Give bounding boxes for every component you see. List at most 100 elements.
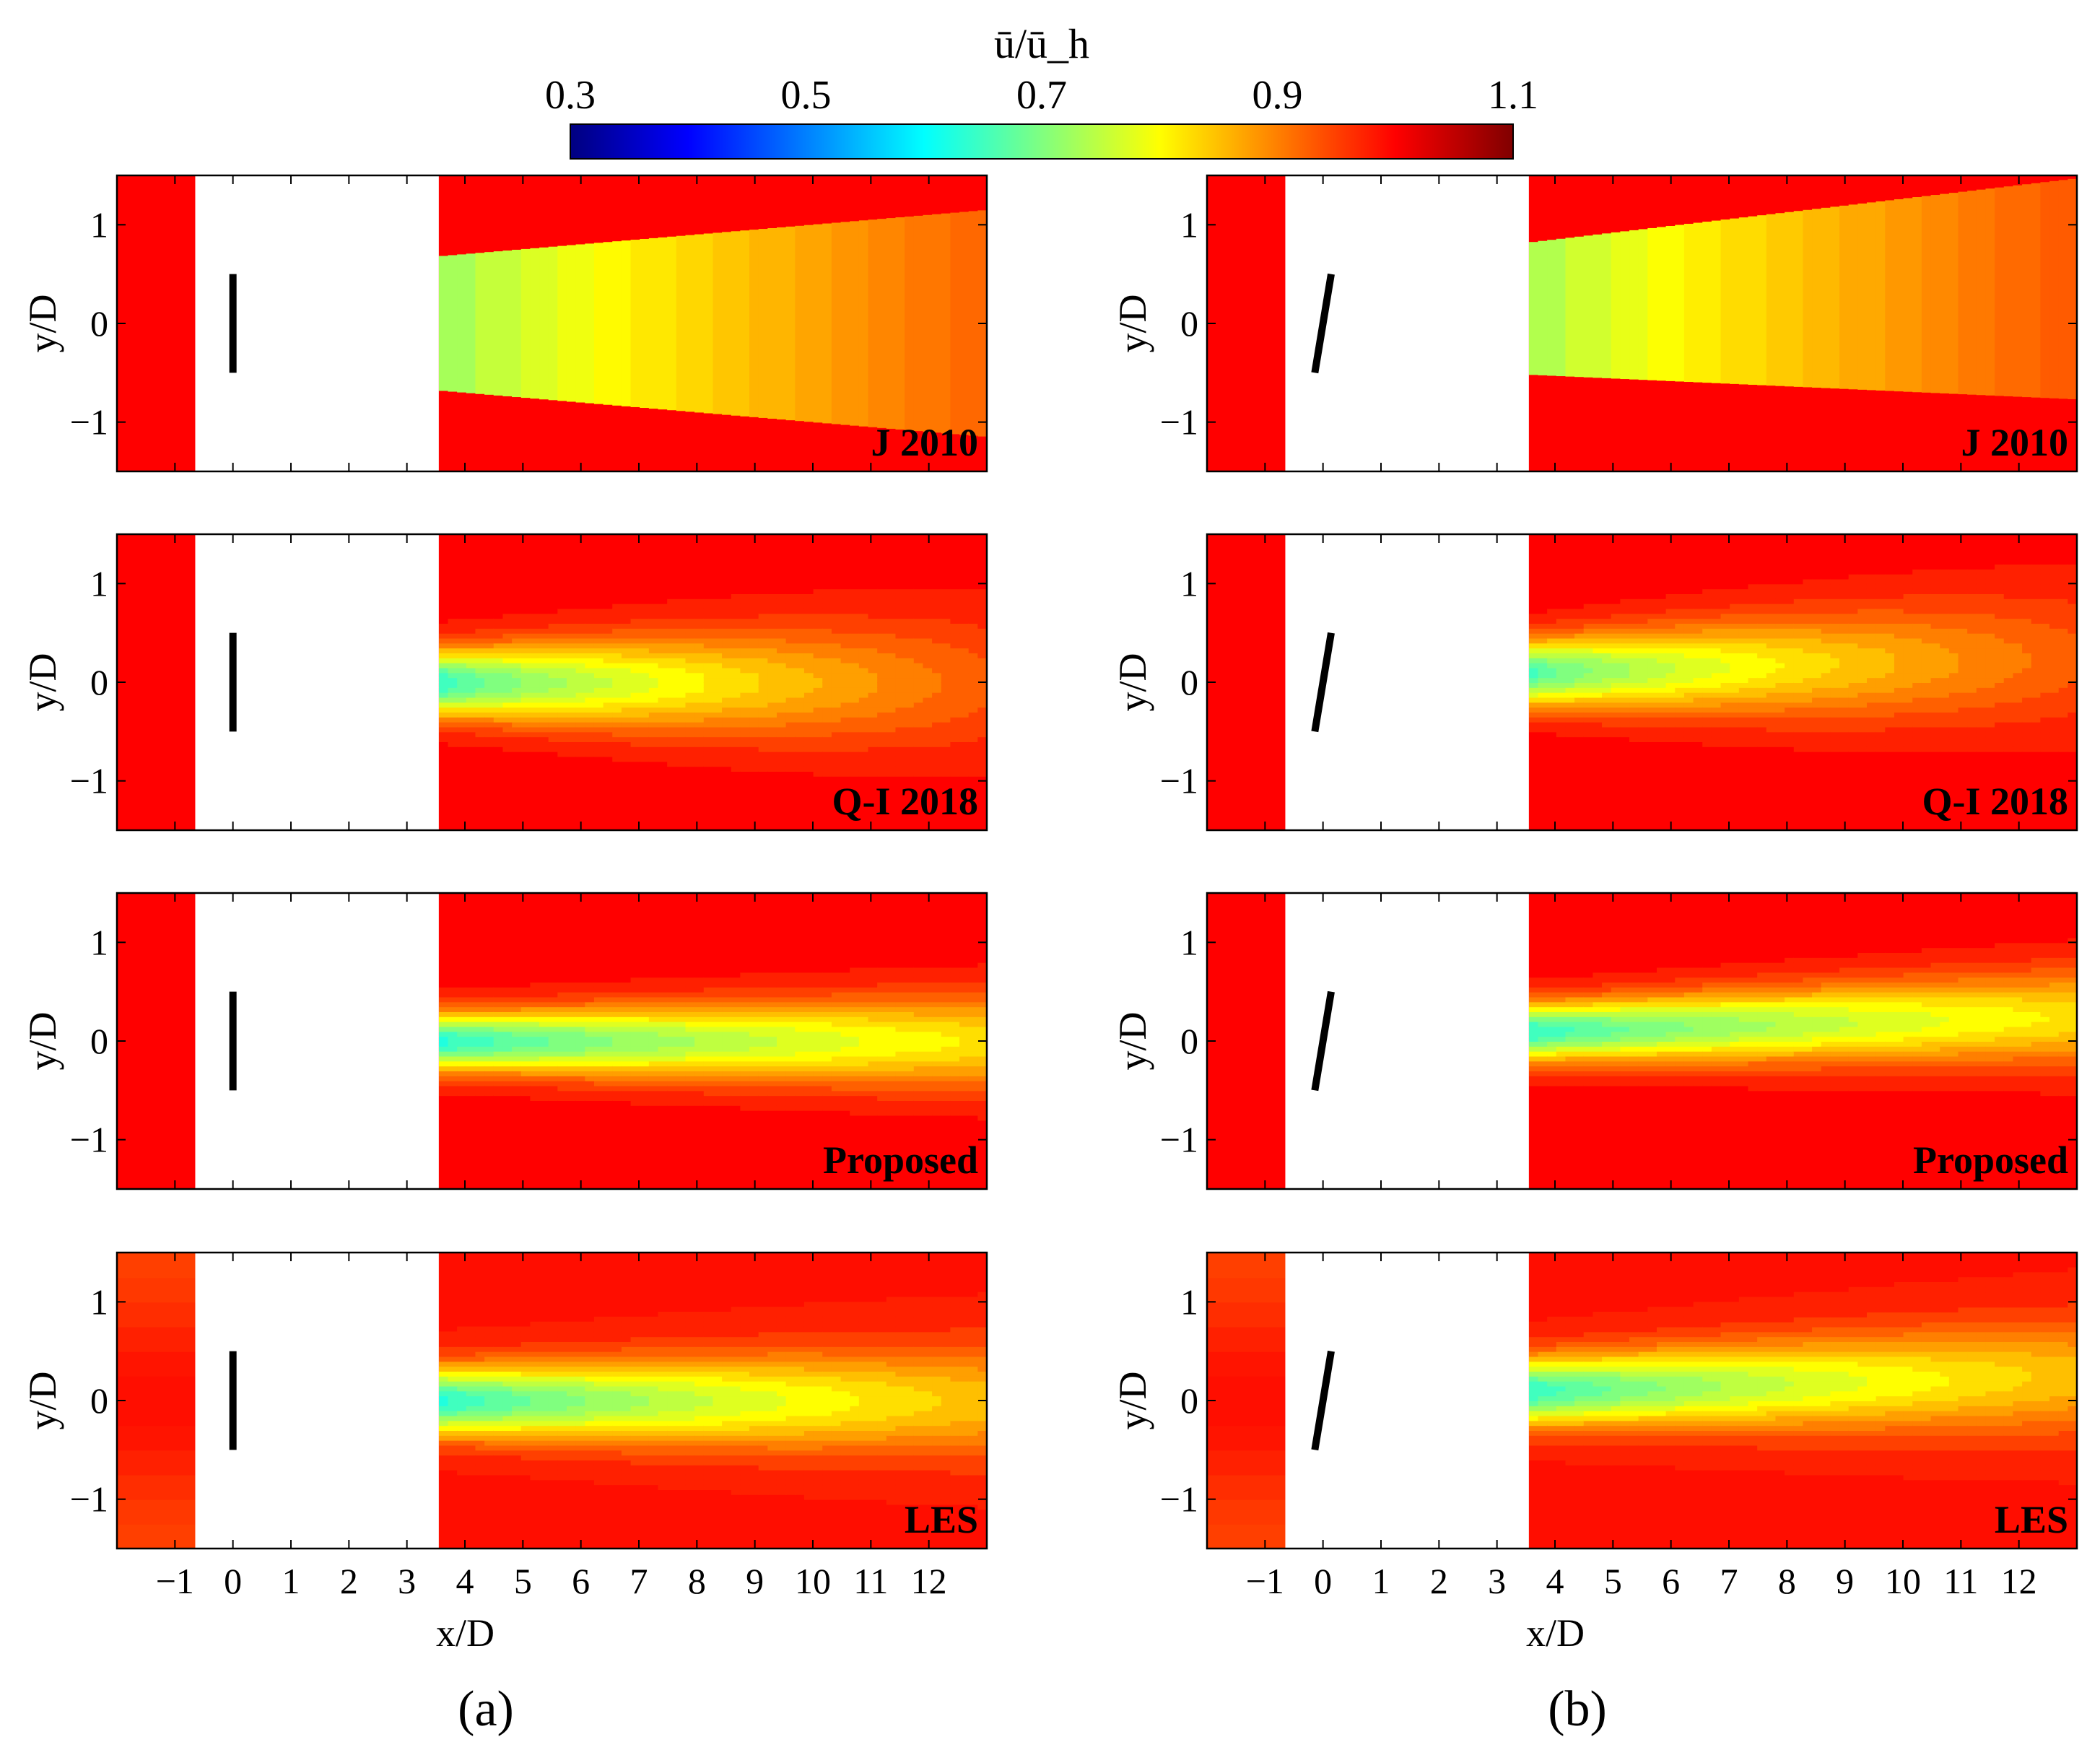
wake-cell bbox=[630, 1045, 641, 1052]
wake-cell bbox=[850, 780, 860, 787]
wake-cell bbox=[877, 662, 887, 669]
wake-cell bbox=[785, 982, 796, 988]
wake-cell bbox=[694, 702, 705, 708]
wake-cell bbox=[640, 238, 650, 409]
wake-cell bbox=[593, 243, 604, 404]
wake-cell bbox=[749, 608, 759, 614]
wake-cell bbox=[466, 741, 476, 747]
wake-cell bbox=[630, 682, 641, 688]
wake-cell bbox=[977, 1031, 988, 1037]
wake-cell bbox=[840, 702, 851, 708]
wake-cell bbox=[895, 791, 906, 797]
wake-cell bbox=[795, 771, 805, 777]
wake-cell bbox=[502, 608, 513, 614]
wake-cell bbox=[758, 751, 769, 757]
wake-cell bbox=[593, 1036, 604, 1042]
wake-cell bbox=[648, 672, 659, 679]
wake-cell bbox=[548, 637, 559, 644]
wake-cell bbox=[740, 578, 751, 585]
wake-cell bbox=[484, 1006, 494, 1012]
wake-cell bbox=[858, 1110, 869, 1116]
wake-cell bbox=[813, 672, 824, 679]
wake-cell bbox=[895, 653, 906, 658]
wake-cell bbox=[603, 242, 614, 405]
wake-cell bbox=[767, 1071, 777, 1076]
wake-cell bbox=[539, 653, 549, 658]
wake-cell bbox=[548, 1361, 559, 1367]
wake-cell bbox=[923, 1090, 933, 1097]
wake-cell bbox=[886, 218, 897, 429]
wake-cell bbox=[640, 627, 650, 634]
wake-cell bbox=[585, 648, 595, 653]
wake-cell bbox=[703, 662, 714, 669]
wake-cell bbox=[767, 1006, 777, 1012]
wake-cell bbox=[959, 957, 970, 963]
wake-cell bbox=[822, 957, 832, 963]
wake-cell bbox=[886, 682, 897, 688]
wake-cell bbox=[886, 564, 897, 570]
wake-cell bbox=[539, 1321, 549, 1328]
wake-cell bbox=[667, 1026, 677, 1032]
wake-cell bbox=[968, 962, 979, 968]
wake-cell bbox=[822, 1011, 832, 1017]
wake-cell bbox=[886, 972, 897, 978]
wake-cell bbox=[484, 252, 494, 395]
wake-cell bbox=[959, 702, 970, 708]
wake-cell bbox=[886, 1080, 897, 1086]
wake-cell bbox=[776, 578, 787, 585]
wake-cell bbox=[539, 1055, 549, 1062]
wake-cell bbox=[658, 662, 668, 669]
wake-cell bbox=[676, 1006, 687, 1012]
wake-cell bbox=[913, 1090, 924, 1097]
wake-cell bbox=[905, 1120, 915, 1126]
wake-cell bbox=[831, 736, 842, 742]
wake-cell bbox=[658, 707, 668, 713]
wake-cell bbox=[968, 643, 979, 649]
wake-cell bbox=[886, 731, 897, 738]
wake-cell bbox=[950, 791, 961, 797]
wake-cell bbox=[831, 731, 842, 738]
wake-cell bbox=[731, 751, 741, 757]
wake-cell bbox=[886, 991, 897, 998]
wake-cell bbox=[913, 583, 924, 590]
wake-cell bbox=[877, 618, 887, 624]
wake-cell bbox=[840, 957, 851, 963]
wake-cell bbox=[895, 672, 906, 679]
wake-cell bbox=[758, 962, 769, 968]
wake-cell bbox=[803, 603, 814, 609]
wake-cell bbox=[803, 1016, 814, 1022]
wake-cell bbox=[776, 785, 787, 792]
wake-cell bbox=[722, 643, 732, 649]
wake-cell bbox=[630, 1021, 641, 1027]
wake-cell bbox=[512, 982, 522, 988]
wake-cell bbox=[694, 637, 705, 644]
wake-cell bbox=[840, 583, 851, 590]
wake-cell bbox=[840, 222, 851, 425]
wake-cell bbox=[502, 1055, 513, 1062]
wake-cell bbox=[493, 1336, 504, 1342]
wake-cell bbox=[941, 952, 951, 958]
wake-cell bbox=[813, 578, 824, 585]
wake-cell bbox=[923, 667, 933, 674]
wake-cell bbox=[850, 726, 860, 733]
wake-cell bbox=[905, 996, 915, 1003]
wake-cell bbox=[694, 972, 705, 978]
wake-cell bbox=[840, 643, 851, 649]
wake-cell bbox=[858, 1036, 869, 1042]
wake-cell bbox=[923, 1036, 933, 1042]
wake-cell bbox=[813, 1066, 824, 1071]
wake-cell bbox=[475, 682, 486, 688]
wake-cell bbox=[530, 662, 541, 669]
wake-cell bbox=[731, 692, 741, 698]
wake-cell bbox=[886, 1055, 897, 1062]
wake-cell bbox=[749, 1090, 759, 1097]
wake-cell bbox=[640, 637, 650, 644]
wake-cell bbox=[740, 712, 751, 718]
wake-cell bbox=[520, 712, 531, 718]
wake-cell bbox=[950, 1061, 961, 1067]
wake-cell bbox=[749, 613, 759, 619]
wake-cell bbox=[466, 1026, 476, 1032]
wake-cell bbox=[923, 991, 933, 998]
wake-cell bbox=[850, 736, 860, 742]
wake-cell bbox=[977, 657, 988, 663]
